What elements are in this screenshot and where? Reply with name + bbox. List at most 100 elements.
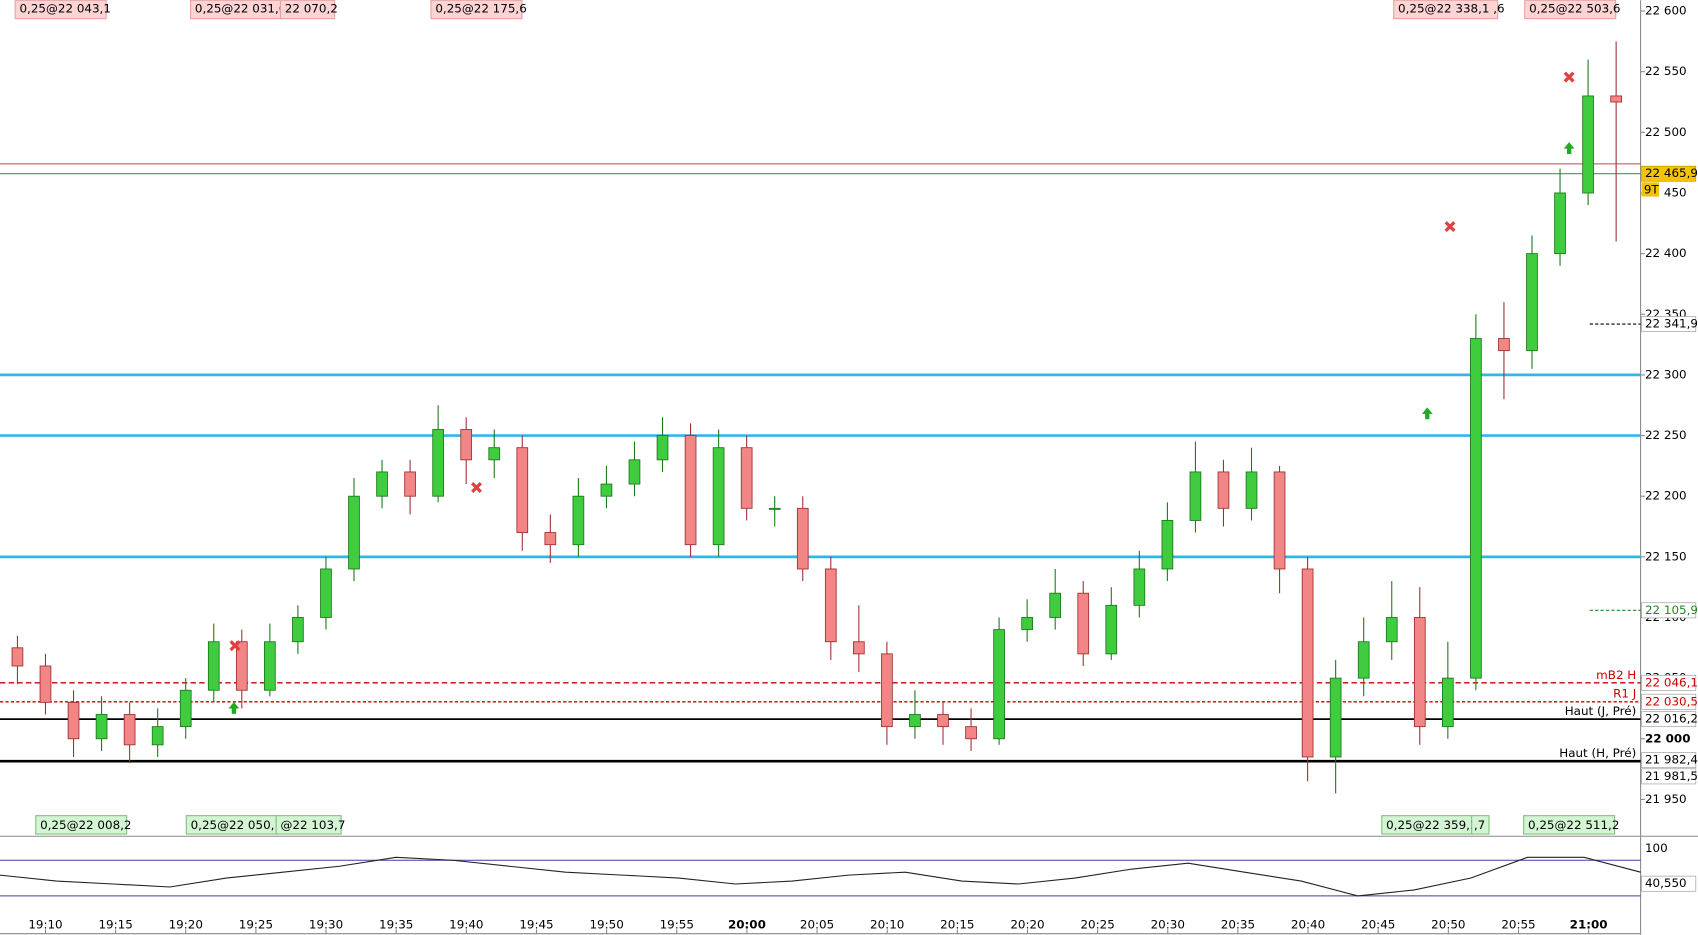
order-bottom[interactable]: 0,25@22 511,2 bbox=[1523, 815, 1620, 835]
x-tick-label: 20:25 bbox=[1080, 918, 1114, 932]
price-tag bbox=[1641, 768, 1697, 785]
x-tick-label: 20:55 bbox=[1501, 918, 1535, 932]
order-bottom[interactable]: 0,25@22 359,2 bbox=[1381, 815, 1478, 835]
candle-body bbox=[628, 459, 641, 485]
candle-body bbox=[993, 629, 1005, 740]
candle-body bbox=[1049, 592, 1062, 618]
candle-body bbox=[1554, 192, 1566, 255]
price-tags: 22 465,9 9T 22 341,9 22 105,9 22 046,1 22 030… bbox=[1589, 165, 1698, 785]
candle-body bbox=[1161, 520, 1174, 570]
candle-body bbox=[768, 507, 781, 510]
candle-body bbox=[1329, 677, 1342, 758]
price-tag bbox=[1641, 711, 1697, 728]
order-label: 0,25@22 050,7 bbox=[191, 818, 282, 832]
x-tick-label: 20:30 bbox=[1151, 918, 1185, 932]
order-bottom[interactable]: @22 103,7 bbox=[275, 815, 345, 835]
candle-body bbox=[1301, 568, 1314, 758]
x-tick-label: 19:50 bbox=[589, 918, 623, 932]
candle-body bbox=[1526, 253, 1538, 352]
y-tick-label: 22 000 bbox=[1645, 731, 1691, 745]
order-label: 0,25@22 043,1 bbox=[19, 1, 110, 15]
candle-body bbox=[684, 435, 697, 546]
price-tag-label: 22 016,2 bbox=[1645, 712, 1698, 726]
order-label: 0,25@22 338,1 ,6 bbox=[1398, 1, 1505, 15]
candle-body bbox=[824, 568, 837, 643]
order-top[interactable]: 0,25@22 338,1 ,6 bbox=[1393, 0, 1505, 20]
x-tick-label: 20:15 bbox=[940, 918, 974, 932]
candle-body bbox=[1245, 471, 1258, 509]
order-label: 0,25@22 031,6 bbox=[195, 1, 286, 15]
order-top[interactable]: 0,25@22 043,1 bbox=[14, 0, 111, 20]
candle-body bbox=[881, 653, 893, 728]
y-tick-label: 21 950 bbox=[1645, 792, 1687, 806]
y-tick-label: 22 300 bbox=[1645, 367, 1687, 381]
price-tag-label: 21 981,5 bbox=[1645, 769, 1698, 783]
candle-body bbox=[1133, 568, 1146, 606]
y-tick-label: 22 150 bbox=[1645, 549, 1687, 563]
order-top[interactable]: 0,25@22 503,6 bbox=[1524, 0, 1621, 20]
level-label: mB2 H bbox=[1596, 668, 1636, 682]
candle-body bbox=[1413, 617, 1426, 728]
price-tag-label: 22 341,9 bbox=[1645, 317, 1698, 331]
candle-body bbox=[1442, 677, 1454, 728]
order-label: 0,25@22 359,2 bbox=[1386, 818, 1477, 832]
candle-body bbox=[965, 726, 977, 740]
x-tick-label: 19:30 bbox=[309, 918, 343, 932]
x-tick-label: 19:25 bbox=[239, 918, 273, 932]
order-label: ,7 bbox=[1474, 818, 1485, 832]
order-label: 0,25@22 503,6 bbox=[1529, 1, 1620, 15]
x-tick-label: 19:55 bbox=[660, 918, 694, 932]
countdown-bg bbox=[1641, 182, 1660, 197]
trade-markers bbox=[228, 71, 1575, 714]
order-bottom[interactable]: 0,25@22 050,7 bbox=[185, 815, 282, 835]
x-tick-label: 19:10 bbox=[28, 918, 62, 932]
x-tick-label: 20:35 bbox=[1221, 918, 1255, 932]
price-tag-label: 22 046,1 bbox=[1645, 675, 1698, 689]
candle-body bbox=[1021, 617, 1033, 631]
candle-body bbox=[516, 447, 529, 534]
candle-body bbox=[320, 568, 332, 618]
exit-marker bbox=[229, 640, 241, 652]
candle-body bbox=[1077, 592, 1090, 655]
candle-body bbox=[123, 714, 136, 746]
candle-body bbox=[853, 641, 865, 655]
exit-marker bbox=[470, 482, 482, 494]
candle-body bbox=[544, 532, 557, 546]
order-top[interactable]: 22 070,2 bbox=[279, 0, 338, 20]
price-tag bbox=[1641, 602, 1697, 619]
candle-body bbox=[207, 641, 220, 691]
indicator-tag bbox=[1641, 875, 1697, 892]
order-bottom[interactable]: ,7 bbox=[1471, 815, 1490, 835]
candle-body bbox=[376, 471, 388, 497]
candle-body bbox=[179, 689, 192, 728]
x-tick-label: 19:45 bbox=[519, 918, 553, 932]
candle-body bbox=[1273, 471, 1286, 570]
order-bottom[interactable]: 0,25@22 008,2 bbox=[35, 815, 132, 835]
order-top[interactable]: 0,25@22 175,6 bbox=[430, 0, 527, 20]
candle-body bbox=[348, 495, 360, 570]
x-tick-label: 20:05 bbox=[800, 918, 834, 932]
price-tag bbox=[1641, 693, 1697, 710]
entry-marker bbox=[1421, 407, 1433, 420]
candle-body bbox=[39, 665, 52, 703]
candle-body bbox=[404, 471, 416, 497]
indicator-line bbox=[0, 856, 1641, 897]
level-label: Haut (J, Pré) bbox=[1565, 704, 1637, 718]
indicator-tag-label: 40,550 bbox=[1645, 876, 1687, 890]
entry-marker bbox=[1563, 142, 1575, 154]
candle-body bbox=[292, 617, 304, 643]
entry-marker bbox=[228, 701, 240, 714]
candle-body bbox=[1105, 604, 1118, 655]
order-labels: 0,25@22 043,1 0,25@22 031,6 22 070,2 0,2… bbox=[14, 0, 1621, 835]
price-tag bbox=[1641, 752, 1697, 769]
order-label: @22 103,7 bbox=[280, 818, 345, 832]
price-tag bbox=[1641, 165, 1697, 182]
price-tag-label: 22 030,5 bbox=[1645, 694, 1698, 708]
x-tick-label: 19:40 bbox=[449, 918, 483, 932]
order-top[interactable]: 0,25@22 031,6 bbox=[190, 0, 287, 20]
candle-body bbox=[712, 447, 725, 546]
price-tag bbox=[1641, 316, 1697, 332]
candle-body bbox=[488, 447, 501, 461]
candle-body bbox=[1498, 338, 1510, 352]
